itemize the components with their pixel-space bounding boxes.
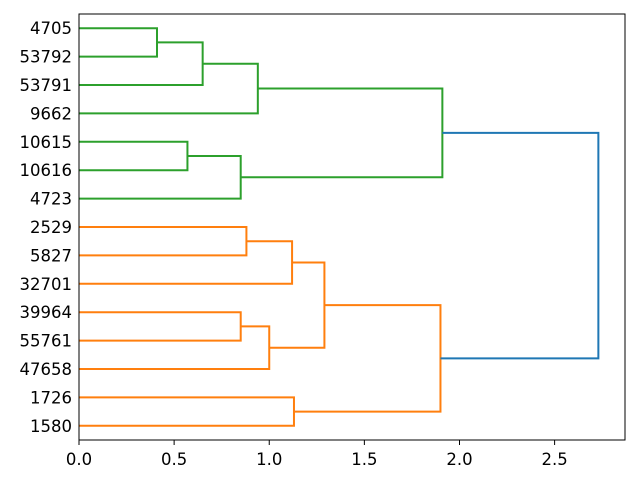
leaf-label: 5827 [30, 246, 72, 265]
x-tick-label: 1.5 [351, 450, 377, 469]
leaf-label: 1726 [30, 388, 72, 407]
x-tick-label: 2.5 [541, 450, 567, 469]
dendrogram-link [440, 131, 600, 360]
axes-frame [78, 13, 626, 441]
leaf-label: 55761 [20, 332, 73, 351]
leaf-label: 32701 [20, 275, 73, 294]
dendrogram-link [79, 62, 259, 115]
leaf-label: 9662 [30, 104, 72, 123]
x-tick-label: 2.0 [446, 450, 472, 469]
leaf-label: 39964 [20, 303, 73, 322]
leaf-label: 53791 [20, 76, 73, 95]
x-tick-label: 0.0 [66, 450, 92, 469]
x-tick-label: 0.5 [161, 450, 187, 469]
leaf-label: 4723 [30, 190, 72, 209]
dendrogram-link [79, 240, 294, 285]
dendrogram-link [79, 140, 189, 172]
leaf-label: 10616 [20, 161, 73, 180]
leaf-label: 1580 [30, 417, 72, 436]
dendrogram-link [79, 155, 242, 200]
leaf-label: 4705 [30, 19, 72, 38]
leaf-label: 47658 [20, 360, 73, 379]
dendrogram-link [293, 304, 442, 413]
leaf-label: 2529 [30, 218, 72, 237]
x-tick-label: 1.0 [256, 450, 282, 469]
leaf-label: 53792 [20, 48, 73, 67]
leaf-label: 10615 [20, 133, 73, 152]
dendrogram-link [79, 311, 242, 342]
